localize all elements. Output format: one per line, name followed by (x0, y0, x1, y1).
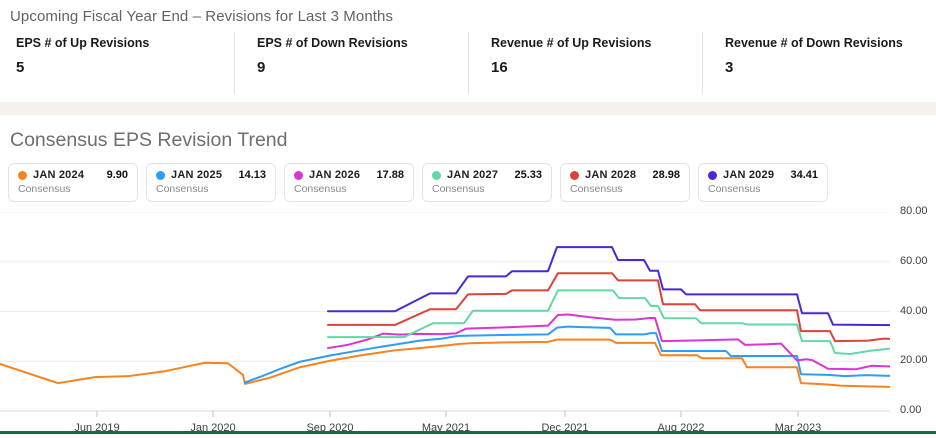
revision-stats-row: EPS # of Up Revisions 5 EPS # of Down Re… (0, 32, 936, 94)
y-axis-label: 20.00 (900, 354, 928, 367)
stat-revenue-down-revisions: Revenue # of Down Revisions 3 (702, 32, 936, 94)
stat-eps-down-revisions: EPS # of Down Revisions 9 (234, 32, 468, 94)
stat-value: 5 (16, 59, 25, 76)
bottom-accent-bar (0, 431, 936, 434)
stat-label: EPS # of Down Revisions (257, 36, 408, 50)
legend-value: 9.90 (106, 169, 128, 181)
legend-card-jan-2027[interactable]: JAN 2027 25.33 Consensus (422, 163, 552, 202)
series-color-dot (294, 170, 303, 180)
stat-revenue-up-revisions: Revenue # of Up Revisions 16 (468, 32, 702, 94)
chart-legend: JAN 2024 9.90 Consensus JAN 2025 14.13 C… (8, 163, 936, 202)
series-color-dot (570, 170, 579, 180)
legend-value: 28.98 (652, 169, 680, 181)
y-axis-label: 40.00 (900, 304, 928, 317)
legend-label: JAN 2028 (585, 169, 637, 181)
legend-value: 25.33 (514, 169, 542, 181)
legend-card-jan-2024[interactable]: JAN 2024 9.90 Consensus (8, 163, 138, 202)
chart-plot-area[interactable] (0, 212, 890, 418)
legend-label: JAN 2024 (33, 169, 85, 181)
series-line-jan-2027-consensus[interactable] (327, 289, 890, 356)
y-axis-label: 80.00 (900, 205, 928, 217)
series-color-dot (708, 170, 717, 180)
series-line-jan-2024-consensus[interactable] (0, 338, 890, 388)
series-line-jan-2029-consensus[interactable] (327, 246, 890, 327)
chart-section-title: Consensus EPS Revision Trend (10, 129, 288, 151)
stat-eps-up-revisions: EPS # of Up Revisions 5 (0, 32, 234, 94)
legend-card-jan-2029[interactable]: JAN 2029 34.41 Consensus (698, 163, 828, 202)
page-title: Upcoming Fiscal Year End – Revisions for… (10, 8, 394, 25)
legend-sublabel: Consensus (156, 183, 209, 195)
x-axis: Jun 2019 Jan 2020 Sep 2020 May 2021 Dec 2021… (0, 422, 890, 438)
stat-label: EPS # of Up Revisions (16, 36, 150, 50)
stat-label: Revenue # of Down Revisions (725, 36, 903, 50)
legend-label: JAN 2027 (447, 169, 499, 181)
legend-value: 17.88 (376, 169, 404, 181)
legend-sublabel: Consensus (570, 183, 623, 195)
legend-sublabel: Consensus (18, 183, 71, 195)
legend-sublabel: Consensus (708, 183, 761, 195)
stat-label: Revenue # of Up Revisions (491, 36, 652, 50)
stat-value: 16 (491, 59, 508, 76)
series-color-dot (156, 170, 165, 180)
legend-value: 34.41 (790, 169, 818, 181)
stat-value: 9 (257, 59, 266, 76)
y-axis-label: 0.00 (900, 404, 922, 416)
stat-value: 3 (725, 59, 734, 76)
eps-revision-trend-chart[interactable]: 80.00 60.00 40.00 20.00 0.00 Jun 2019 Jan 202… (0, 205, 936, 438)
chart-svg[interactable] (0, 212, 890, 418)
legend-sublabel: Consensus (432, 183, 485, 195)
legend-card-jan-2025[interactable]: JAN 2025 14.13 Consensus (146, 163, 276, 202)
section-separator (0, 102, 936, 115)
legend-label: JAN 2026 (309, 169, 361, 181)
legend-value: 14.13 (238, 169, 266, 181)
series-line-jan-2026-consensus[interactable] (327, 313, 890, 371)
legend-label: JAN 2025 (171, 169, 223, 181)
legend-card-jan-2028[interactable]: JAN 2028 28.98 Consensus (560, 163, 690, 202)
series-color-dot (18, 170, 27, 180)
series-line-jan-2028-consensus[interactable] (327, 272, 890, 343)
legend-card-jan-2026[interactable]: JAN 2026 17.88 Consensus (284, 163, 414, 202)
legend-sublabel: Consensus (294, 183, 347, 195)
y-axis-label: 60.00 (900, 254, 928, 267)
y-axis: 80.00 60.00 40.00 20.00 0.00 (890, 205, 936, 418)
series-line-jan-2025-consensus[interactable] (244, 325, 890, 384)
series-color-dot (432, 170, 441, 180)
legend-label: JAN 2029 (723, 169, 775, 181)
